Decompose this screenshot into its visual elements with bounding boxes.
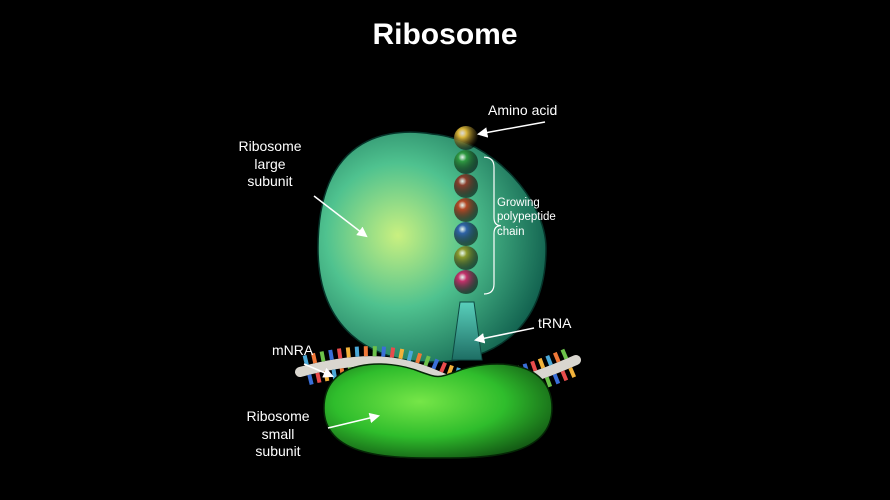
- amino-acid-sphere: [454, 174, 478, 198]
- ribosome-small-subunit: [324, 364, 552, 458]
- amino-acid-sphere: [454, 126, 478, 150]
- label-growing-chain: Growing polypeptide chain: [497, 196, 556, 239]
- diagram-stage: Ribosome: [0, 0, 890, 500]
- label-amino-acid: Amino acid: [488, 102, 557, 120]
- amino-acid-sphere: [454, 222, 478, 246]
- label-large-subunit: Ribosome large subunit: [238, 138, 301, 191]
- label-mrna: mNRA: [272, 342, 313, 360]
- amino-acid-sphere: [454, 198, 478, 222]
- amino-acid-sphere: [454, 150, 478, 174]
- label-trna: tRNA: [538, 315, 571, 333]
- label-small-subunit: Ribosome small subunit: [246, 408, 309, 461]
- amino-acid-sphere: [454, 246, 478, 270]
- ribosome-large-subunit: [318, 132, 546, 362]
- arrow-amino_acid: [479, 122, 545, 134]
- diagram-svg: [0, 0, 890, 500]
- amino-acid-sphere: [454, 270, 478, 294]
